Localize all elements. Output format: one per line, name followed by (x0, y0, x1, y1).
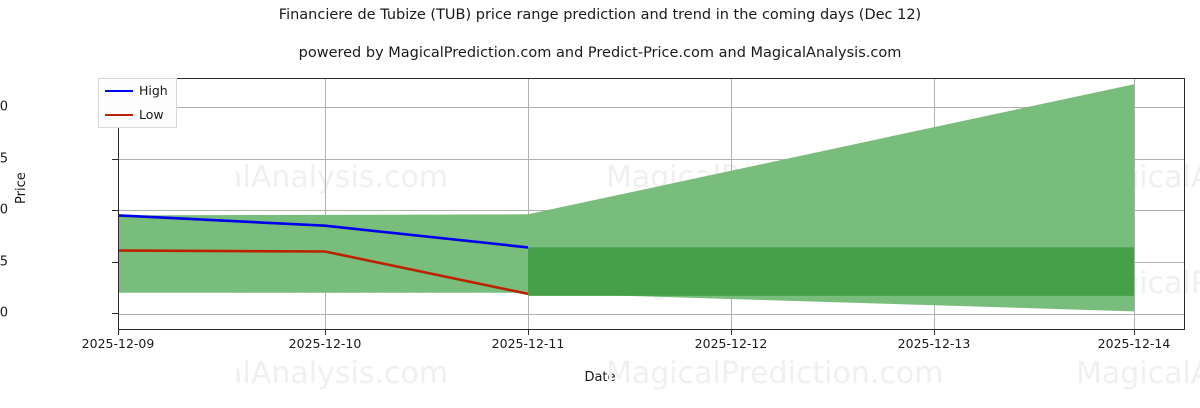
x-tick-mark-2025-12-12 (731, 330, 732, 335)
chart-subtitle: powered by MagicalPrediction.com and Pre… (298, 45, 902, 61)
y-tick-mark-225 (112, 158, 118, 160)
legend-label-low: Low (139, 107, 164, 122)
band-inner-range (528, 247, 1134, 296)
watermark-text: MagicalAnalysis.com (236, 356, 449, 391)
x-tick-mark-2025-12-10 (325, 330, 326, 335)
gridline-x-2025-12-11 (528, 78, 529, 330)
y-tick-label-210: 210 (0, 305, 8, 321)
x-tick-mark-2025-12-11 (528, 330, 529, 335)
y-tick-label-230: 230 (0, 99, 8, 115)
series-layer (117, 84, 1134, 312)
legend-label-high: High (139, 83, 168, 98)
watermark-text: MagicalAnalysis.com (236, 160, 449, 195)
watermark-text: MagicalPrediction.com (606, 356, 944, 391)
gridline-y-210 (118, 313, 1185, 315)
watermark-text: MagicalAnalysis.com (1076, 356, 1200, 391)
legend-item-high[interactable]: High (99, 79, 176, 103)
series-line-low (117, 249, 529, 296)
x-axis-title: Date (584, 370, 616, 385)
y-tick-label-215: 215 (0, 254, 8, 270)
x-tick-label-2025-12-14: 2025-12-14 (1097, 336, 1171, 351)
legend-swatch-low (105, 114, 133, 116)
x-tick-label-2025-12-09: 2025-12-09 (81, 336, 155, 351)
x-tick-label-2025-12-12: 2025-12-12 (694, 336, 768, 351)
y-tick-mark-210 (112, 313, 118, 315)
y-axis-title: Price (14, 172, 29, 204)
x-tick-mark-2025-12-13 (934, 330, 935, 335)
chart-legend[interactable]: High Low (98, 78, 177, 128)
x-tick-mark-2025-12-14 (1134, 330, 1135, 335)
y-tick-label-225: 225 (0, 151, 8, 167)
gridline-x-2025-12-14 (1134, 78, 1135, 330)
legend-item-low[interactable]: Low (99, 103, 176, 127)
plot-area: MagicalAnalysis.com MagicalPrediction.com… (117, 78, 1200, 391)
gridline-y-230 (118, 106, 1185, 108)
x-tick-label-2025-12-10: 2025-12-10 (288, 336, 362, 351)
series-line-high (117, 214, 529, 249)
x-tick-label-2025-12-13: 2025-12-13 (897, 336, 971, 351)
y-tick-mark-220 (112, 210, 118, 212)
y-tick-mark-215 (112, 261, 118, 263)
y-tick-label-220: 220 (0, 202, 8, 218)
gridline-x-2025-12-10 (325, 78, 326, 330)
x-tick-mark-2025-12-09 (118, 330, 119, 335)
x-tick-label-2025-12-11: 2025-12-11 (491, 336, 565, 351)
gridline-y-225 (118, 158, 1185, 160)
legend-swatch-high (105, 90, 133, 92)
chart-title: Financiere de Tubize (TUB) price range p… (278, 7, 922, 23)
